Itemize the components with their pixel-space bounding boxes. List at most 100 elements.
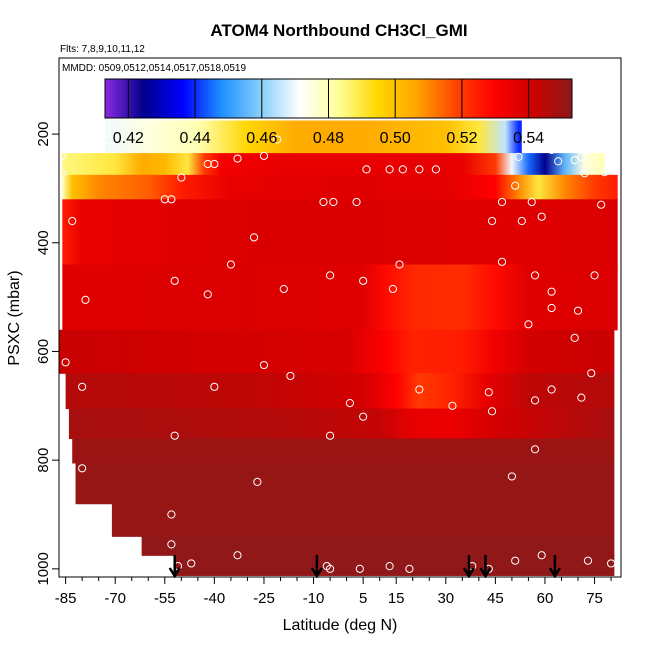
observation-point bbox=[359, 412, 368, 421]
observation-point bbox=[415, 165, 424, 174]
colorbar-tick-label: 0.46 bbox=[246, 130, 277, 147]
flights-note: Flts: 7,8,9,10,11,12 bbox=[60, 44, 145, 55]
observation-point bbox=[577, 152, 586, 162]
observation-point bbox=[259, 151, 269, 160]
observation-point bbox=[104, 135, 113, 144]
observation-point bbox=[388, 284, 397, 294]
x-tick-label: 45 bbox=[487, 590, 504, 607]
observation-point bbox=[547, 145, 556, 154]
observation-point bbox=[577, 393, 586, 402]
observation-point bbox=[511, 181, 520, 190]
observation-point bbox=[362, 165, 371, 174]
heatmap-band bbox=[62, 264, 618, 331]
colorbar-tick-label: 0.48 bbox=[313, 130, 344, 147]
observation-point bbox=[68, 216, 77, 226]
observation-point bbox=[487, 407, 497, 416]
colorbar-ramp bbox=[104, 78, 573, 119]
dates-note: MMDD: 0509,0512,0514,0517,0518,0519 bbox=[62, 63, 246, 74]
observation-point bbox=[597, 200, 606, 209]
observation-point bbox=[517, 216, 526, 226]
observation-point bbox=[355, 564, 364, 573]
observation-point bbox=[319, 197, 328, 207]
observation-point bbox=[59, 169, 67, 178]
x-tick-label: 5 bbox=[359, 590, 367, 607]
observation-point bbox=[580, 169, 589, 178]
observation-point bbox=[167, 195, 176, 204]
observation-point bbox=[573, 306, 583, 315]
observation-point bbox=[187, 559, 196, 568]
observation-point bbox=[352, 197, 361, 207]
observation-point bbox=[530, 445, 540, 454]
observation-point bbox=[507, 472, 517, 481]
observation-point bbox=[253, 477, 262, 486]
observation-point bbox=[81, 295, 90, 304]
observation-point bbox=[385, 562, 394, 571]
observation-point bbox=[203, 290, 212, 299]
heatmap-band bbox=[75, 462, 615, 505]
flight-marker-arrowhead bbox=[548, 567, 561, 579]
heatmap-band bbox=[65, 373, 615, 410]
observation-point bbox=[233, 154, 242, 163]
colorbar-tick-label: 0.42 bbox=[113, 130, 144, 147]
observation-point bbox=[398, 165, 407, 174]
observation-point bbox=[325, 271, 335, 280]
observation-point bbox=[570, 333, 579, 342]
heatmap-band bbox=[141, 536, 615, 556]
observation-point bbox=[587, 369, 596, 378]
observation-point bbox=[395, 260, 404, 269]
observation-point bbox=[170, 276, 179, 285]
observation-point bbox=[514, 152, 523, 162]
colorbar-ticks: 0.42 0.44 0.46 0.48 0.50 0.52 0.54 bbox=[113, 79, 544, 147]
observation-point bbox=[273, 135, 282, 144]
x-tick-label: -40 bbox=[204, 590, 226, 607]
y-axis: 200 400 600 800 1000 bbox=[35, 122, 59, 586]
observation-point bbox=[620, 172, 621, 178]
observation-point bbox=[177, 173, 186, 182]
x-tick-label: -55 bbox=[154, 590, 176, 607]
heatmap-band bbox=[105, 120, 522, 154]
observation-point bbox=[487, 216, 497, 226]
plot-frame bbox=[58, 57, 622, 578]
heatmap-band bbox=[62, 153, 605, 176]
observation-point bbox=[554, 157, 563, 166]
observation-point bbox=[279, 284, 288, 294]
observation-point bbox=[345, 398, 355, 408]
observation-point bbox=[249, 233, 259, 242]
observation-point bbox=[448, 401, 457, 410]
observation-point bbox=[405, 564, 414, 573]
observation-point bbox=[167, 510, 176, 519]
flight-markers bbox=[168, 555, 561, 579]
heatmap-band bbox=[111, 503, 615, 537]
observation-point bbox=[203, 159, 212, 169]
observation-point bbox=[537, 551, 546, 560]
observation-point bbox=[583, 556, 593, 565]
y-tick-label: 400 bbox=[35, 230, 52, 255]
observation-point bbox=[210, 382, 219, 391]
heatmap-band bbox=[62, 174, 618, 200]
observation-point bbox=[530, 396, 540, 405]
y-tick-label: 600 bbox=[35, 339, 52, 364]
observation-points bbox=[59, 135, 621, 573]
x-tick-label: 60 bbox=[537, 590, 554, 607]
observation-point bbox=[511, 556, 520, 565]
observation-point bbox=[524, 320, 533, 329]
x-axis-title: Latitude (deg N) bbox=[283, 617, 398, 634]
flight-marker-arrowhead bbox=[168, 567, 181, 579]
chart-title: ATOM4 Northbound CH3Cl_GMI bbox=[210, 21, 467, 40]
x-tick-label: 30 bbox=[437, 590, 454, 607]
observation-point bbox=[484, 388, 493, 397]
observation-point bbox=[431, 165, 440, 174]
heatmap-band bbox=[174, 555, 615, 576]
observation-point bbox=[210, 159, 219, 169]
observation-point bbox=[329, 197, 338, 207]
observation-point bbox=[359, 276, 368, 285]
observation-point bbox=[616, 562, 621, 571]
heatmap-band bbox=[72, 438, 615, 464]
x-tick-label: -85 bbox=[55, 590, 77, 607]
observation-point bbox=[600, 168, 609, 177]
observation-point bbox=[530, 271, 540, 280]
heatmap-bands bbox=[59, 120, 618, 576]
heatmap-band bbox=[68, 408, 615, 440]
observation-point bbox=[497, 197, 507, 207]
